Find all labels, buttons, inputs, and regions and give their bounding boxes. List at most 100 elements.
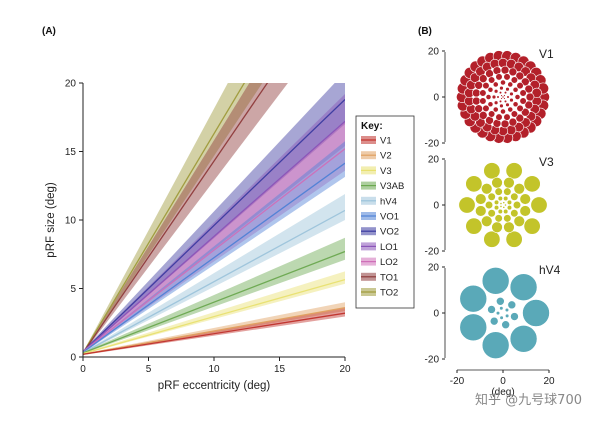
band-v2: [83, 302, 345, 355]
prf-circle: [475, 205, 487, 217]
prf-circle: [512, 86, 519, 93]
series-line-to2: [83, 83, 246, 354]
map-x-tick-label: 20: [543, 376, 555, 387]
prf-circle: [505, 87, 510, 92]
prf-circle: [458, 196, 476, 214]
prf-circle: [491, 221, 503, 233]
series-line-lo2: [83, 148, 345, 353]
legend-label-v2: V2: [380, 151, 392, 162]
prf-circle: [500, 119, 510, 129]
map-x-tick-label: 0: [500, 376, 506, 387]
prf-circle: [493, 100, 499, 105]
prf-circle: [510, 209, 519, 218]
prf-circle: [499, 315, 504, 320]
x-tick-label: 0: [80, 364, 86, 375]
prf-circle: [487, 305, 496, 314]
prf-circle: [503, 187, 512, 196]
prf-circle: [515, 71, 525, 81]
prf-circle: [499, 103, 504, 109]
legend-label-vo1: VO1: [380, 212, 399, 223]
prf-circle: [514, 94, 521, 100]
prf-circle: [472, 96, 481, 106]
legend-label-lo1: LO1: [380, 242, 398, 253]
band-v3: [83, 271, 345, 355]
prf-circle: [495, 113, 503, 121]
prf-circle: [503, 73, 511, 81]
y-tick-label: 20: [65, 79, 77, 90]
prf-circle: [519, 97, 527, 105]
series-line-v3ab: [83, 250, 345, 354]
prf-circle: [507, 106, 514, 113]
legend-label-to1: TO1: [380, 272, 398, 283]
prf-circle: [531, 87, 542, 99]
y-tick-label: 5: [70, 284, 76, 295]
prf-circle: [485, 69, 494, 78]
prf-circle: [500, 97, 503, 100]
prf-circle: [502, 201, 506, 205]
x-tick-label: 20: [339, 364, 351, 375]
y-tick-label: 15: [65, 147, 77, 158]
prf-circle: [503, 221, 515, 233]
prf-circle: [509, 325, 538, 353]
prf-circle: [508, 67, 518, 77]
prf-circle: [488, 110, 496, 118]
map-title-hv4: hV4: [539, 263, 561, 277]
coverage-map-hv4: -20 0 20 hV4 -20 0 20 (deg): [425, 263, 561, 399]
plot-area: [83, 83, 345, 355]
prf-circle: [501, 95, 505, 99]
prf-circle: [495, 311, 501, 316]
prf-circle: [503, 99, 508, 103]
prf-circle: [510, 312, 519, 321]
prf-circle: [506, 199, 513, 205]
prf-circle: [509, 273, 538, 301]
series-line-to1: [83, 83, 269, 354]
prf-circle: [499, 202, 503, 205]
legend-label-v1: V1: [380, 136, 392, 147]
prf-circle: [521, 107, 530, 117]
prf-circle: [459, 284, 488, 313]
prf-circle: [494, 214, 503, 223]
y-tick-label: 0: [70, 353, 76, 364]
prf-circle: [487, 86, 494, 93]
prf-circle: [478, 111, 488, 120]
map-y-tick-label: -20: [425, 247, 440, 258]
prf-circle: [496, 95, 500, 99]
prf-circle: [505, 162, 523, 180]
prf-circle: [513, 215, 525, 227]
prf-circle: [522, 299, 550, 327]
legend-label-to2: TO2: [380, 288, 398, 299]
map-title-v3: V3: [539, 155, 554, 169]
coverage-map-v1: -20 0 20 V1: [425, 47, 554, 150]
prf-circle: [523, 175, 541, 193]
prf-circle: [495, 73, 503, 81]
prf-circle: [492, 81, 499, 88]
prf-circle: [496, 296, 505, 306]
prf-circle: [481, 267, 510, 295]
prf-circle: [503, 91, 508, 95]
prf-circle: [510, 76, 518, 84]
prf-circle: [498, 99, 503, 103]
prf-circle: [503, 97, 506, 100]
prf-circle: [506, 205, 513, 211]
y-axis-label: pRF size (deg): [45, 182, 57, 258]
prf-circle: [503, 214, 512, 223]
watermark-text: 知乎 @九号球700: [475, 392, 582, 408]
panel-b-label: (B): [418, 26, 432, 37]
prf-circle: [503, 208, 509, 215]
y-tick-label: 10: [65, 216, 77, 227]
prf-circle: [523, 217, 541, 235]
prf-circle: [459, 313, 488, 342]
legend-label-lo2: LO2: [380, 257, 398, 268]
prf-circle: [502, 205, 506, 209]
prf-circle: [481, 331, 510, 359]
prf-circle: [484, 200, 494, 210]
prf-circle: [479, 89, 487, 97]
panel-a-label: (A): [42, 26, 56, 37]
prf-circle: [498, 91, 503, 95]
map-y-tick-label: 20: [428, 47, 440, 58]
prf-circle: [519, 205, 531, 217]
series-line-lo1: [83, 120, 345, 353]
prf-circle: [492, 106, 499, 113]
legend: Key: V1 V2 V3 V3AB hV4 VO1 VO2 LO1 LO2 TO1 TO2: [355, 115, 415, 309]
